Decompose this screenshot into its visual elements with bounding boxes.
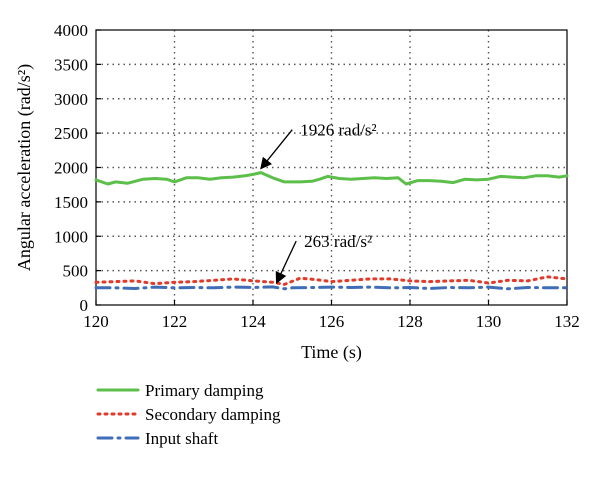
series-line-input-shaft [94, 285, 569, 291]
series-line-primary-damping [94, 171, 569, 186]
x-tick-label: 126 [319, 312, 345, 331]
x-tick-label: 132 [554, 312, 580, 331]
y-tick-label: 2500 [54, 124, 88, 143]
annotation-label: 1926 rad/s² [300, 121, 376, 140]
y-tick-label: 1500 [54, 193, 88, 212]
series-line-secondary-damping [94, 275, 569, 286]
x-tick-label: 120 [83, 312, 109, 331]
y-tick-label: 3000 [54, 90, 88, 109]
x-tick-label: 128 [397, 312, 423, 331]
y-tick-label: 500 [63, 262, 89, 281]
y-tick-label: 4000 [54, 21, 88, 40]
y-tick-label: 3500 [54, 55, 88, 74]
annotation-label: 263 rad/s² [304, 232, 372, 251]
y-tick-label: 1000 [54, 227, 88, 246]
legend-label: Input shaft [145, 429, 218, 448]
annotation-arrow [260, 129, 293, 170]
y-tick-label: 0 [80, 296, 89, 315]
annotation-arrow [275, 240, 297, 284]
y-axis-title: Angular acceleration (rad/s²) [14, 64, 35, 271]
x-tick-label: 122 [162, 312, 188, 331]
y-tick-label: 2000 [54, 159, 88, 178]
x-tick-label: 124 [240, 312, 266, 331]
x-tick-label: 130 [476, 312, 502, 331]
legend-label: Primary damping [145, 381, 264, 400]
x-axis-title: Time (s) [301, 342, 362, 363]
legend-label: Secondary damping [145, 405, 281, 424]
